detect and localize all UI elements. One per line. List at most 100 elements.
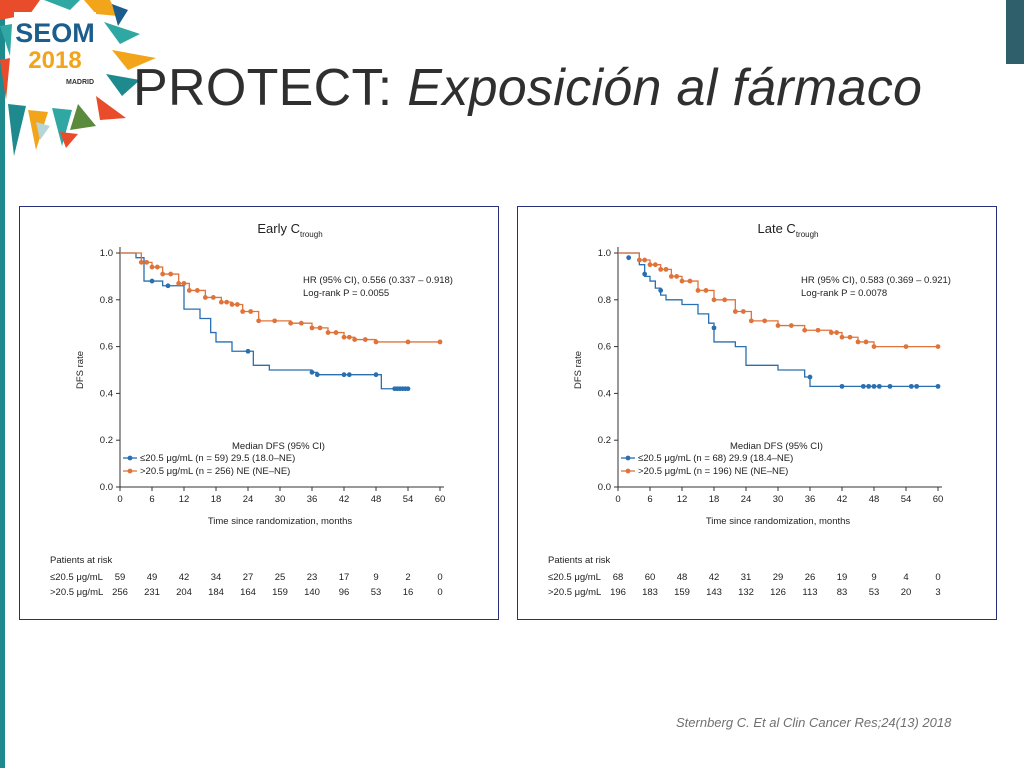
legend-label: ≤20.5 μg/mL (	[638, 453, 697, 464]
censor-mark-series-1	[876, 383, 882, 389]
censor-mark-series-2	[828, 330, 834, 335]
censor-mark-series-2	[642, 257, 648, 263]
risk-table-cell: 42	[709, 572, 720, 583]
x-tick-label: 36	[805, 494, 816, 505]
censor-mark-series-1	[309, 369, 315, 375]
censor-mark-series-2	[160, 271, 166, 277]
censor-mark-series-2	[722, 297, 728, 303]
risk-table-cell: 9	[871, 572, 876, 583]
censor-mark-series-2	[373, 339, 379, 345]
risk-table-cell: 140	[304, 587, 320, 598]
risk-table-cell: 49	[147, 572, 158, 583]
censor-mark-series-1	[626, 255, 632, 261]
x-tick-label: 54	[901, 494, 912, 505]
risk-table-cell: 184	[208, 587, 224, 598]
x-tick-label: 6	[149, 494, 154, 505]
risk-table-cell: 29	[773, 572, 784, 583]
x-tick-label: 60	[435, 494, 446, 505]
x-tick-label: 36	[307, 494, 318, 505]
censor-mark-series-2	[647, 262, 653, 268]
slide-title: PROTECT: Exposición al fármaco	[133, 58, 922, 118]
censor-mark-series-2	[256, 318, 262, 324]
risk-table-cell: 132	[738, 587, 754, 598]
risk-table-cell: 159	[272, 587, 288, 598]
censor-mark-series-2	[732, 309, 738, 314]
risk-table-cell: 96	[339, 587, 350, 598]
seom-logo: SEOM 2018 MADRID	[0, 0, 156, 156]
legend-stats: n = 256) NE (NE–NE)	[199, 466, 291, 477]
chart-title: Late Ctrough	[758, 221, 819, 239]
chart-title-main: Early C	[257, 221, 300, 236]
censor-mark-series-2	[317, 325, 323, 331]
censor-mark-series-1	[314, 372, 320, 378]
censor-mark-series-2	[740, 309, 746, 314]
censor-mark-series-2	[309, 325, 315, 331]
risk-table-cell: 0	[437, 587, 442, 598]
logrank-p-value: P = 0.0078	[841, 288, 887, 299]
x-tick-label: 0	[615, 494, 620, 505]
logrank-label: Log-rank	[801, 288, 841, 299]
censor-mark-series-2	[695, 288, 701, 293]
censor-mark-series-2	[248, 309, 254, 314]
censor-mark-series-2	[748, 318, 754, 324]
legend-label: >20.5 μg/mL (	[140, 466, 200, 477]
censor-mark-series-1	[642, 271, 648, 277]
x-tick-label: 24	[243, 494, 254, 505]
hr-annotation: HR (95% CI), 0.583 (0.369 – 0.921)	[801, 275, 951, 286]
legend-title: Median DFS (95% CI)	[232, 441, 325, 452]
risk-table-cell: 16	[403, 587, 414, 598]
risk-table-cell: 0	[437, 572, 442, 583]
censor-mark-series-1	[866, 383, 872, 389]
censor-mark-series-2	[298, 320, 304, 326]
censor-mark-series-2	[839, 334, 845, 340]
censor-mark-series-2	[762, 318, 768, 324]
legend-entry: ≤20.5 μg/mL (n = 68) 29.9 (18.4–NE)	[638, 453, 793, 464]
km-curve-series-1	[618, 252, 938, 388]
x-tick-label: 18	[211, 494, 222, 505]
y-tick-label: 0.0	[100, 482, 113, 493]
risk-table-cell: 53	[869, 587, 880, 598]
censor-mark-series-1	[887, 383, 893, 389]
censor-mark-series-1	[373, 372, 379, 378]
risk-table-cell: 204	[176, 587, 192, 598]
censor-mark-series-2	[218, 299, 224, 305]
risk-table-cell: 34	[211, 572, 222, 583]
censor-mark-series-2	[855, 339, 861, 345]
risk-table-cell: 19	[837, 572, 848, 583]
censor-mark-series-1	[245, 348, 251, 354]
risk-table-cell: 164	[240, 587, 256, 598]
logrank-annotation: Log-rank P = 0.0055	[303, 288, 389, 299]
censor-mark-series-2	[903, 344, 909, 349]
km-curve-series-2	[120, 252, 440, 343]
y-tick-label: 0.2	[100, 435, 113, 446]
censor-mark-series-2	[154, 264, 160, 270]
x-tick-label: 48	[869, 494, 880, 505]
censor-mark-series-2	[703, 288, 709, 293]
logo-year-text: 2018	[28, 47, 81, 74]
risk-table-cell: 83	[837, 587, 848, 598]
risk-table-cell: 196	[610, 587, 626, 598]
legend-label: >20.5 μg/mL (	[638, 466, 698, 477]
risk-table-header: Patients at risk	[50, 555, 113, 566]
risk-table-cell: 231	[144, 587, 160, 598]
censor-mark-series-2	[674, 274, 680, 279]
logo-city-text: MADRID	[66, 79, 94, 86]
logrank-annotation: Log-rank P = 0.0078	[801, 288, 887, 299]
censor-mark-series-2	[847, 334, 853, 340]
risk-table-cell: 42	[179, 572, 190, 583]
x-axis-label: Time since randomization, months	[706, 516, 851, 527]
legend-entry: >20.5 μg/mL (n = 196) NE (NE–NE)	[638, 466, 788, 477]
risk-row-label: >20.5 μg/mL	[548, 587, 601, 598]
censor-mark-series-2	[168, 271, 174, 277]
risk-table-cell: 9	[373, 572, 378, 583]
risk-table-cell: 183	[642, 587, 658, 598]
censor-mark-series-1	[908, 383, 914, 389]
x-tick-label: 42	[339, 494, 350, 505]
y-axis-label: DFS rate	[75, 351, 86, 389]
censor-mark-series-2	[176, 281, 182, 286]
censor-mark-series-2	[788, 323, 794, 328]
censor-mark-series-2	[935, 344, 941, 349]
risk-table-cell: 48	[677, 572, 688, 583]
risk-table-cell: 0	[935, 572, 940, 583]
censor-mark-series-2	[333, 330, 339, 335]
